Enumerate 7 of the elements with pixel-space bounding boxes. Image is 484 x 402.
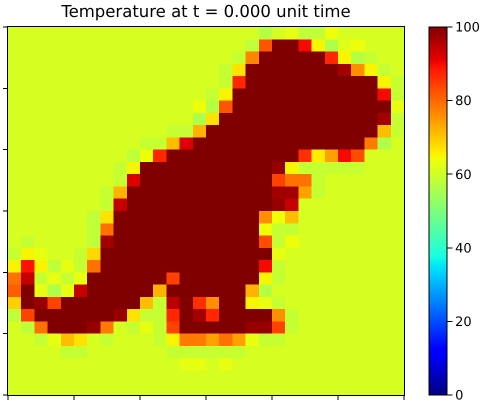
- color-bar-label: 60: [455, 168, 472, 183]
- color-bar-label: 20: [455, 314, 472, 330]
- color-bar-label: 0: [455, 388, 464, 402]
- color-bar-label: 100: [455, 20, 480, 36]
- color-bar-label: 80: [455, 94, 472, 110]
- color-bar-label: 40: [455, 241, 472, 256]
- chart-title: Temperature at t = 0.000 unit time: [60, 2, 351, 21]
